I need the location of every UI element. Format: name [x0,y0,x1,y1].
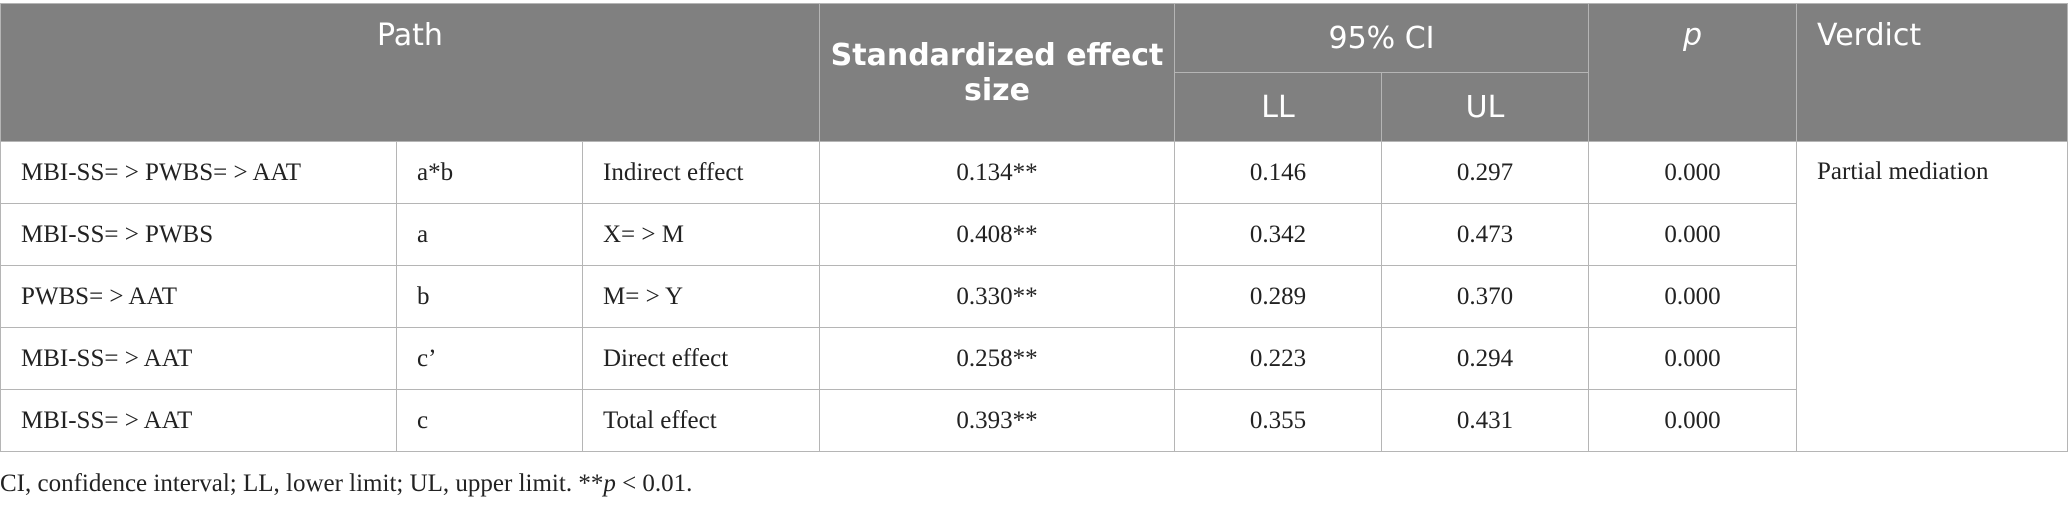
table-cell: 0.355 [1174,389,1382,452]
table-row: MBI-SS= > PWBS a X= > M 0.408** 0.342 0.473 0.… [0,203,2068,266]
table-cell: a*b [396,141,583,204]
table-row: MBI-SS= > AAT c’ Direct effect 0.258** 0.223… [0,327,2068,390]
table-cell: 0.258** [819,327,1175,390]
header-effect: Standardized effect size [819,3,1175,142]
table-cell: b [396,265,583,328]
table-cell: 0.330** [819,265,1175,328]
table-cell: 0.408** [819,203,1175,266]
table-cell: MBI-SS= > PWBS [0,203,397,266]
table-cell: 0.393** [819,389,1175,452]
table-cell: 0.223 [1174,327,1382,390]
header-ll: LL [1174,72,1382,142]
table-cell: c [396,389,583,452]
footnote: CI, confidence interval; LL, lower limit… [0,470,692,498]
table-cell: c’ [396,327,583,390]
table-cell: 0.297 [1380,141,1590,204]
table-cell: 0.342 [1174,203,1382,266]
table-body: MBI-SS= > PWBS= > AAT a*b Indirect effect 0… [0,141,2068,452]
footnote-text: CI, confidence interval; LL, lower limit… [0,470,604,497]
header-ul: UL [1380,72,1590,142]
table-cell: PWBS= > AAT [0,265,397,328]
footnote-p: p [603,470,616,497]
table-cell: 0.289 [1174,265,1382,328]
table-cell: X= > M [582,203,820,266]
table-row: MBI-SS= > PWBS= > AAT a*b Indirect effect 0… [0,141,2068,452]
table-cell: 0.000 [1588,327,1798,390]
table-cell: 0.134** [819,141,1175,204]
mediation-table: Path Standardized effect size 95% CI p V… [0,3,2068,452]
table-cell: 0.473 [1380,203,1590,266]
table-cell: 0.000 [1588,141,1798,204]
table-cell: MBI-SS= > PWBS= > AAT [0,141,397,204]
header-ci: 95% CI [1173,3,1590,73]
table-cell: MBI-SS= > AAT [0,389,397,452]
table-cell: a [396,203,583,266]
table-cell: 0.000 [1588,265,1798,328]
verdict-cell: Partial mediation [1796,141,2068,452]
table-cell: Total effect [582,389,820,452]
table-cell: M= > Y [582,265,820,328]
table-row: MBI-SS= > AAT c Total effect 0.393** 0.355 0.… [0,389,2068,452]
table-cell: 0.000 [1588,203,1798,266]
table-cell: Direct effect [582,327,820,390]
header-verdict: Verdict [1796,3,2068,142]
table-cell: 0.146 [1174,141,1382,204]
footnote-text: < 0.01. [615,470,693,497]
header-p: p [1588,3,1798,142]
table-cell: 0.000 [1588,389,1798,452]
table-cell: MBI-SS= > AAT [0,327,397,390]
table-cell: 0.370 [1380,265,1590,328]
table-row: PWBS= > AAT b M= > Y 0.330** 0.289 0.370 0.000 [0,265,2068,328]
header-path: Path [0,3,820,142]
table-cell: 0.294 [1380,327,1590,390]
table-cell: 0.431 [1380,389,1590,452]
table-cell: Indirect effect [582,141,820,204]
